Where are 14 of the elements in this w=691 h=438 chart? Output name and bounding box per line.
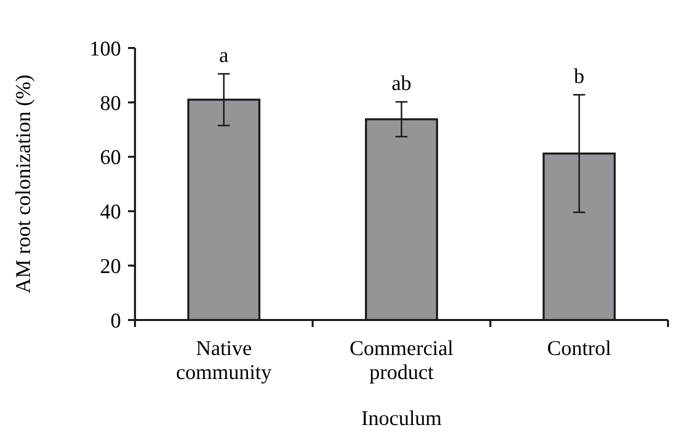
y-axis-title: AM root colonization (%) (11, 74, 35, 294)
y-tick-label: 0 (110, 308, 121, 332)
y-tick-label: 100 (90, 36, 121, 60)
y-tick-label: 60 (100, 145, 121, 170)
annotation: ab (392, 70, 412, 95)
y-tick-label: 40 (100, 200, 121, 224)
x-tick-label: Native community (176, 336, 272, 384)
annotation: a (219, 42, 230, 67)
y-tick-label: 20 (100, 254, 121, 278)
x-tick-label: Commercial product (350, 336, 454, 384)
x-axis-title: Inoculum (361, 406, 442, 430)
annotation: b (574, 64, 584, 88)
x-tick-label: Control (547, 336, 612, 360)
y-tick-label: 80 (100, 90, 121, 115)
